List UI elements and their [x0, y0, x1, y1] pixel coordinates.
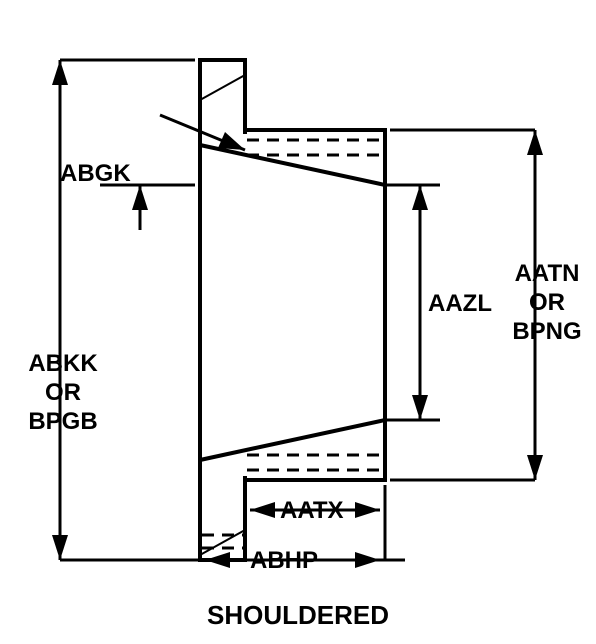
taper-line-top — [200, 145, 385, 185]
label-abkk: ABKK OR BPGB — [18, 350, 108, 436]
diagram-title: SHOULDERED — [0, 600, 596, 631]
label-abgk: ABGK — [60, 160, 131, 189]
label-aatx: AATX — [280, 497, 344, 526]
label-aatn: AATN OR BPNG — [502, 260, 592, 346]
label-abhp: ABHP — [250, 547, 318, 576]
label-aazl: AAZL — [428, 290, 492, 319]
